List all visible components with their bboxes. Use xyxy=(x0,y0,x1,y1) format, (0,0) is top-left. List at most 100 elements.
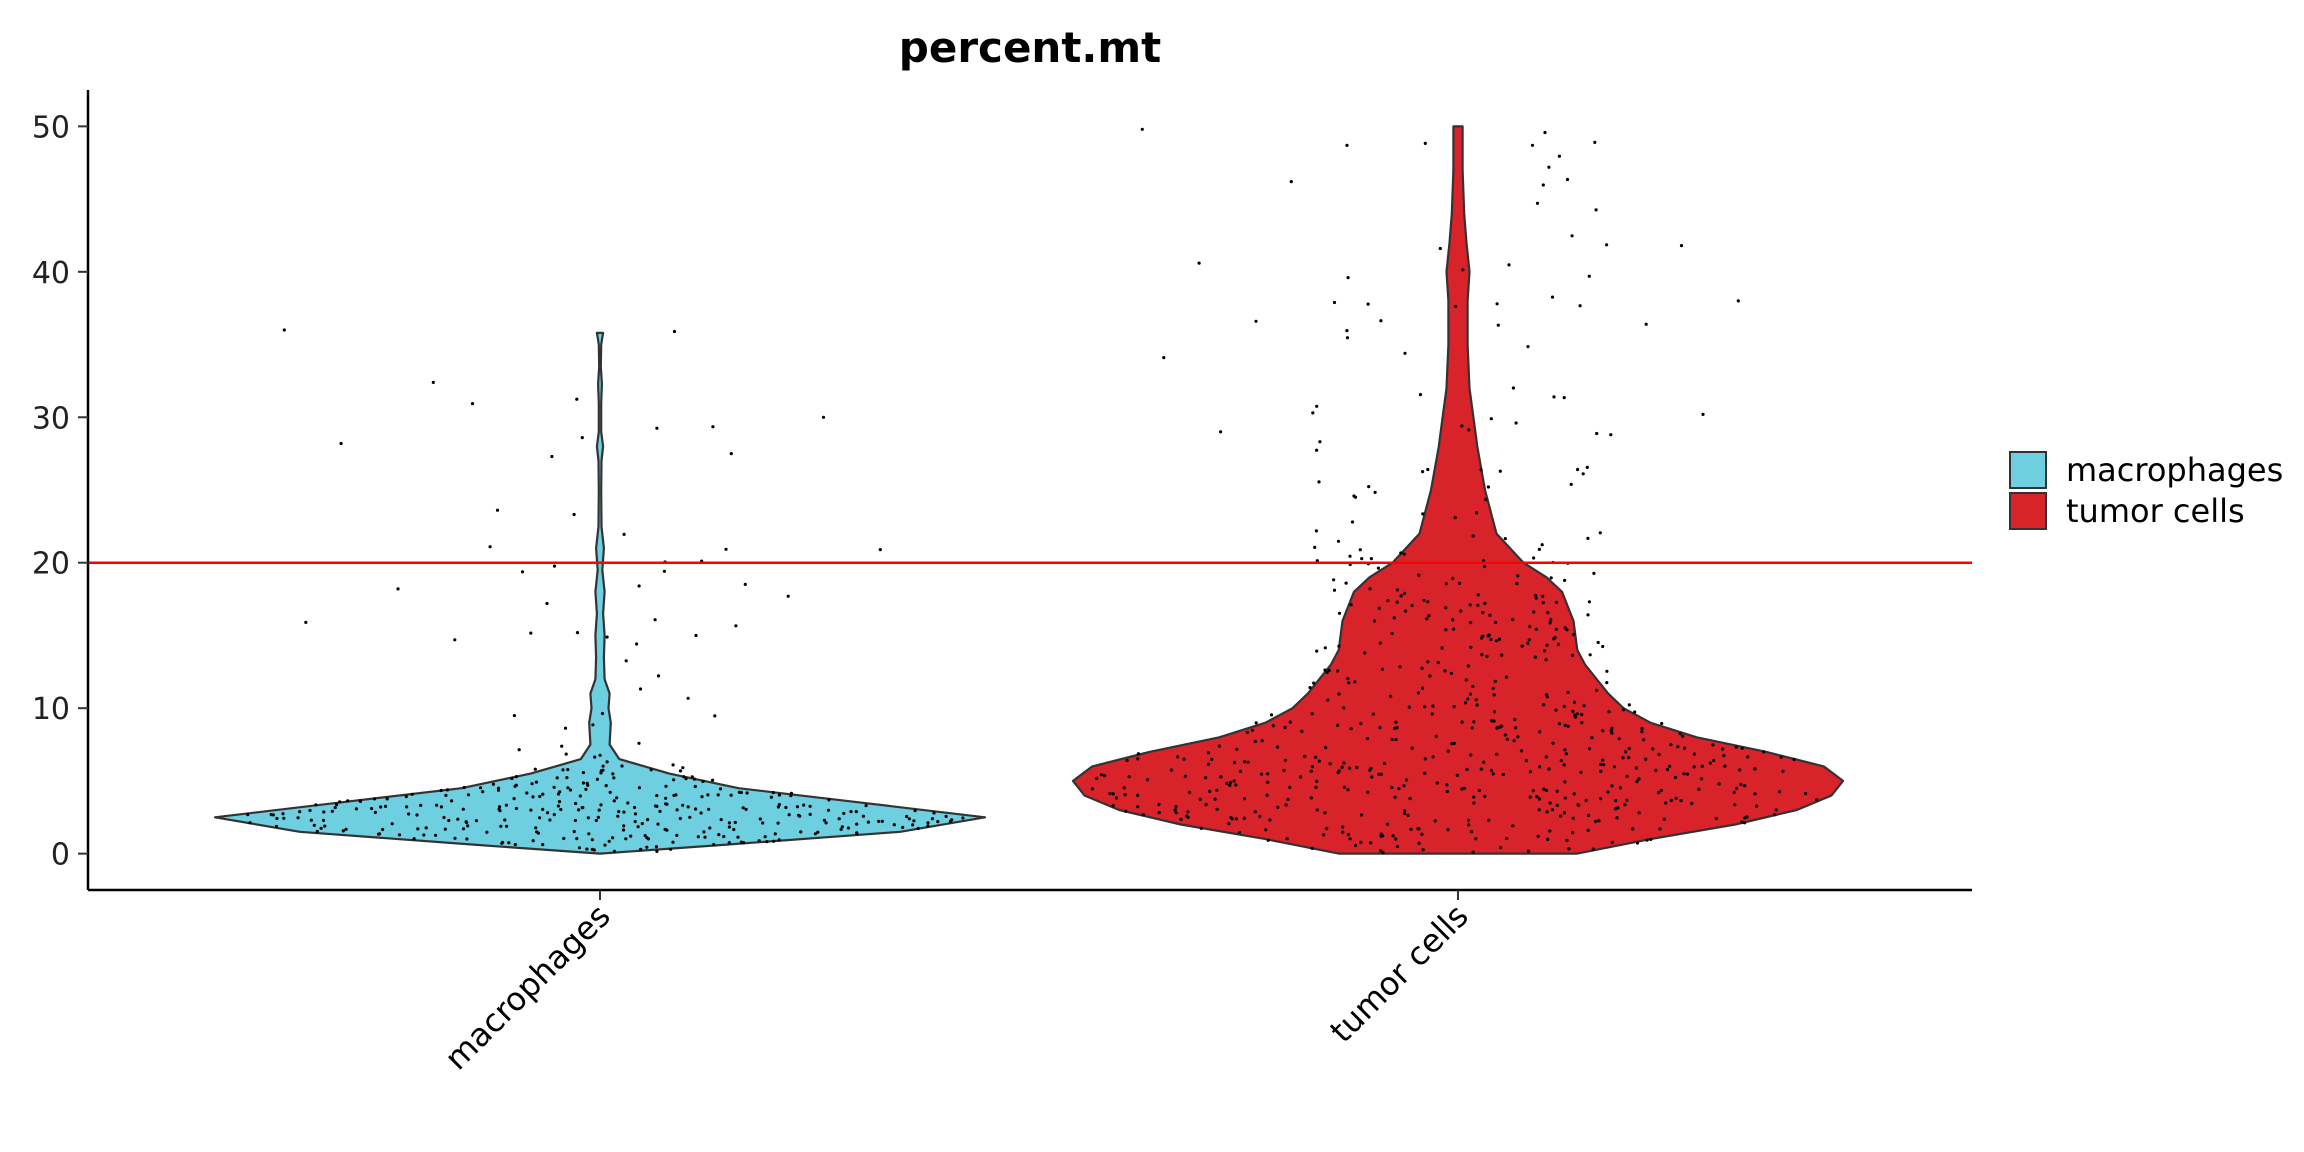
data-point xyxy=(358,799,362,804)
data-point xyxy=(1336,669,1340,673)
data-point xyxy=(513,842,517,847)
data-point xyxy=(1565,177,1570,182)
data-point xyxy=(1578,304,1582,308)
data-point xyxy=(1245,730,1249,735)
data-point xyxy=(1538,730,1542,734)
data-point xyxy=(447,818,451,823)
data-point xyxy=(1395,844,1400,849)
data-point xyxy=(713,714,717,718)
data-point xyxy=(1547,767,1551,771)
data-point xyxy=(1421,512,1425,516)
data-point xyxy=(1551,741,1555,745)
data-point xyxy=(1410,746,1414,750)
data-point xyxy=(572,830,576,834)
data-point xyxy=(1420,832,1424,836)
data-point xyxy=(1571,830,1575,835)
data-point xyxy=(1773,813,1777,817)
data-point xyxy=(1595,688,1599,693)
data-point xyxy=(1732,790,1736,794)
data-point xyxy=(1464,678,1468,682)
data-point xyxy=(1399,551,1403,555)
data-point xyxy=(552,564,557,568)
data-point xyxy=(757,839,761,843)
data-point xyxy=(1310,712,1314,716)
data-point xyxy=(1450,742,1454,746)
data-point xyxy=(1438,246,1442,251)
data-point xyxy=(1469,830,1474,834)
data-point xyxy=(658,809,662,814)
data-point xyxy=(1483,794,1487,799)
data-point xyxy=(1259,772,1264,776)
data-point xyxy=(1327,668,1331,673)
data-point xyxy=(1467,818,1471,822)
data-point xyxy=(461,807,465,811)
data-point xyxy=(712,843,716,847)
data-point xyxy=(880,819,884,824)
data-point xyxy=(510,776,514,780)
data-point xyxy=(1520,644,1524,648)
data-point xyxy=(346,799,350,803)
data-point xyxy=(601,764,605,768)
data-point xyxy=(1346,788,1350,792)
data-point xyxy=(633,805,637,810)
data-point xyxy=(620,764,624,768)
data-point xyxy=(1359,840,1363,844)
data-point xyxy=(1451,618,1455,622)
data-point xyxy=(772,839,776,843)
data-point xyxy=(1454,304,1458,309)
data-point xyxy=(1288,785,1292,790)
data-point xyxy=(1238,769,1242,774)
data-point xyxy=(1564,752,1568,756)
data-point xyxy=(861,814,866,818)
data-point xyxy=(1394,720,1398,724)
data-point xyxy=(563,726,568,730)
data-point xyxy=(1479,767,1483,771)
data-point xyxy=(744,807,748,812)
data-point xyxy=(1452,741,1456,746)
data-point xyxy=(1235,747,1239,751)
data-point xyxy=(1815,798,1819,802)
data-point xyxy=(1664,801,1668,805)
data-point xyxy=(594,818,598,823)
data-point xyxy=(711,425,715,429)
data-point xyxy=(1526,641,1530,646)
data-point xyxy=(1609,433,1613,437)
data-point xyxy=(1228,780,1233,785)
data-point xyxy=(445,788,450,792)
data-point xyxy=(1359,813,1364,817)
data-point xyxy=(1446,828,1450,832)
y-tick-label: 20 xyxy=(32,547,70,582)
data-point xyxy=(1657,791,1661,795)
data-point xyxy=(404,795,408,799)
data-point xyxy=(470,402,475,406)
data-point xyxy=(248,821,252,825)
data-point xyxy=(1627,756,1631,760)
data-point xyxy=(795,805,800,809)
data-point xyxy=(592,848,596,852)
data-point xyxy=(424,826,428,830)
data-point xyxy=(1621,756,1625,760)
data-point xyxy=(1563,748,1567,752)
data-point xyxy=(1528,625,1532,629)
data-point xyxy=(1554,708,1558,712)
data-point xyxy=(813,832,818,836)
data-point xyxy=(907,817,912,821)
data-point xyxy=(1511,618,1515,622)
data-point xyxy=(1594,208,1598,212)
data-point xyxy=(671,840,675,844)
data-point xyxy=(1417,827,1421,831)
data-point xyxy=(1483,601,1487,606)
data-point xyxy=(282,816,286,820)
data-point xyxy=(1587,600,1591,604)
data-point xyxy=(1711,743,1715,747)
data-point xyxy=(481,790,485,794)
data-point xyxy=(1559,759,1563,763)
data-point xyxy=(1308,686,1312,690)
data-point xyxy=(671,763,675,767)
data-point xyxy=(1659,788,1663,793)
data-point xyxy=(849,810,853,814)
data-point xyxy=(541,792,545,796)
data-point xyxy=(1188,790,1192,795)
data-point xyxy=(1595,431,1599,436)
